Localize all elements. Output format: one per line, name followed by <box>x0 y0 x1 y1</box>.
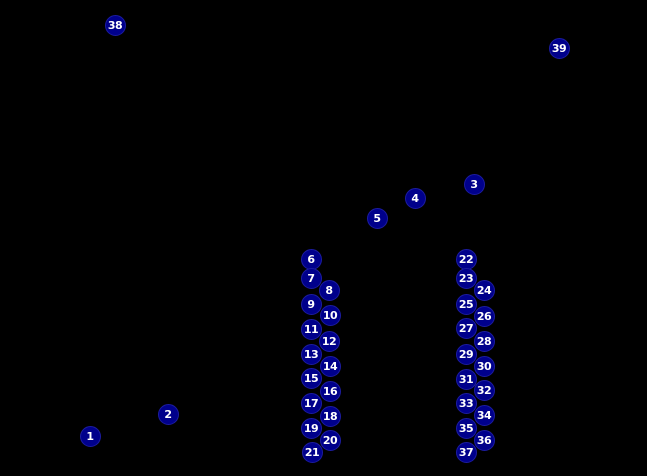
graph-node-label: 7 <box>307 271 315 285</box>
graph-node-label: 26 <box>476 309 492 323</box>
graph-node[interactable]: 1 <box>79 425 101 447</box>
graph-node-label: 12 <box>321 334 337 348</box>
graph-node-label: 36 <box>476 433 492 447</box>
graph-node[interactable]: 28 <box>473 330 495 352</box>
graph-node-label: 11 <box>303 322 319 336</box>
graph-node[interactable]: 32 <box>473 379 495 401</box>
graph-node[interactable]: 9 <box>300 293 322 315</box>
graph-node-label: 10 <box>322 308 338 322</box>
graph-node-label: 24 <box>476 283 492 297</box>
graph-node-label: 38 <box>107 18 123 32</box>
graph-node[interactable]: 27 <box>455 317 477 339</box>
graph-node[interactable]: 26 <box>473 305 495 327</box>
graph-node[interactable]: 7 <box>300 267 322 289</box>
graph-node-label: 27 <box>458 321 474 335</box>
graph-node-label: 21 <box>304 445 320 459</box>
graph-node[interactable]: 8 <box>318 279 340 301</box>
graph-node-label: 32 <box>476 383 492 397</box>
graph-node[interactable]: 23 <box>455 267 477 289</box>
graph-node-label: 34 <box>476 408 492 422</box>
graph-node[interactable]: 10 <box>319 304 341 326</box>
graph-node-label: 6 <box>307 252 315 266</box>
graph-node[interactable]: 18 <box>319 405 341 427</box>
graph-node[interactable]: 12 <box>318 330 340 352</box>
graph-node[interactable]: 35 <box>455 417 477 439</box>
graph-node[interactable]: 38 <box>104 14 126 36</box>
graph-node[interactable]: 14 <box>319 355 341 377</box>
graph-node[interactable]: 22 <box>455 248 477 270</box>
graph-node-label: 3 <box>470 177 478 191</box>
graph-node[interactable]: 4 <box>404 187 426 209</box>
graph-node-label: 8 <box>325 283 333 297</box>
graph-node-label: 29 <box>458 347 474 361</box>
graph-node[interactable]: 29 <box>455 343 477 365</box>
graph-node-label: 37 <box>458 445 474 459</box>
graph-node[interactable]: 13 <box>300 343 322 365</box>
graph-node[interactable]: 6 <box>300 248 322 270</box>
graph-node-label: 31 <box>458 372 474 386</box>
graph-node-label: 23 <box>458 271 474 285</box>
graph-node[interactable]: 16 <box>319 380 341 402</box>
graph-node[interactable]: 15 <box>300 367 322 389</box>
graph-node-label: 14 <box>322 359 338 373</box>
graph-node[interactable]: 25 <box>455 293 477 315</box>
graph-node[interactable]: 19 <box>300 417 322 439</box>
graph-node-label: 5 <box>373 211 381 225</box>
graph-node-label: 19 <box>303 421 319 435</box>
graph-node[interactable]: 17 <box>300 392 322 414</box>
graph-node[interactable]: 21 <box>301 441 323 463</box>
graph-node[interactable]: 11 <box>300 318 322 340</box>
graph-node-label: 33 <box>458 396 474 410</box>
graph-node[interactable]: 3 <box>463 173 485 195</box>
graph-node[interactable]: 5 <box>366 207 388 229</box>
graph-node-label: 28 <box>476 334 492 348</box>
graph-node-label: 9 <box>307 297 315 311</box>
graph-node[interactable]: 39 <box>548 37 570 59</box>
graph-node-label: 15 <box>303 371 319 385</box>
graph-node-label: 22 <box>458 252 474 266</box>
graph-node[interactable]: 2 <box>157 403 179 425</box>
graph-node-label: 4 <box>411 191 419 205</box>
graph-node[interactable]: 31 <box>455 368 477 390</box>
graph-node[interactable]: 34 <box>473 404 495 426</box>
graph-node-label: 25 <box>458 297 474 311</box>
graph-node-label: 35 <box>458 421 474 435</box>
graph-node[interactable]: 36 <box>473 429 495 451</box>
graph-node[interactable]: 30 <box>473 355 495 377</box>
graph-node-label: 2 <box>164 407 172 421</box>
graph-node-label: 18 <box>322 409 338 423</box>
graph-node-label: 13 <box>303 347 319 361</box>
graph-node-label: 17 <box>303 396 319 410</box>
graph-node[interactable]: 37 <box>455 441 477 463</box>
graph-node-label: 1 <box>86 429 94 443</box>
graph-node[interactable]: 24 <box>473 279 495 301</box>
graph-node[interactable]: 33 <box>455 392 477 414</box>
graph-node-label: 30 <box>476 359 492 373</box>
graph-node-label: 39 <box>551 41 567 55</box>
graph-node[interactable]: 20 <box>319 429 341 451</box>
graph-node-label: 20 <box>322 433 338 447</box>
graph-node-label: 16 <box>322 384 338 398</box>
